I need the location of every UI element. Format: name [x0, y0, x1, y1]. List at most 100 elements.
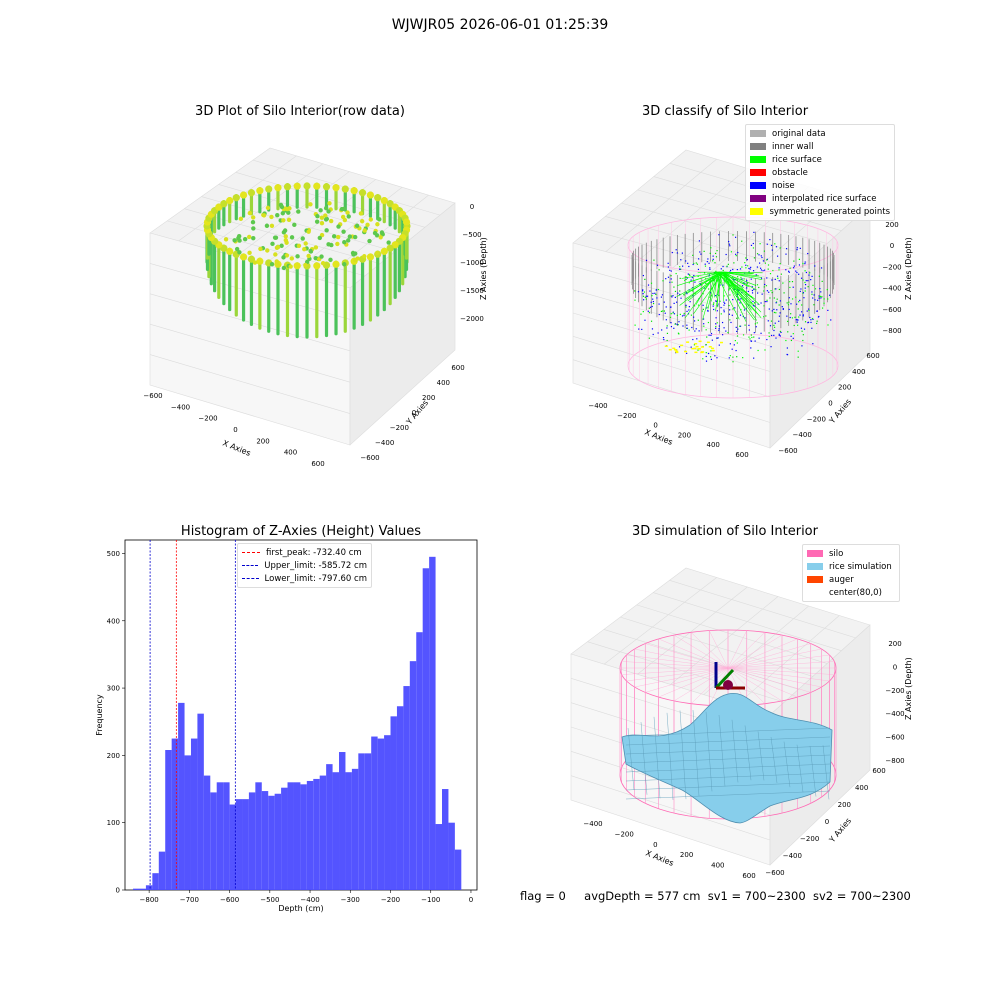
surface-mesh-line [666, 712, 674, 800]
rice-surface-ray [719, 271, 763, 274]
point [775, 301, 778, 303]
point [731, 314, 733, 316]
symmetric-point [711, 347, 715, 350]
raw-z-tick-label: 0 [470, 203, 474, 211]
grid-line [264, 179, 376, 265]
point [750, 244, 753, 246]
point [785, 269, 787, 271]
surface-mesh-line [625, 790, 831, 800]
point [683, 314, 685, 316]
symmetric-point [684, 350, 688, 353]
point [686, 352, 688, 354]
point [675, 249, 677, 251]
point [747, 290, 749, 293]
simulation-y-tick-label: 200 [838, 801, 851, 809]
silo-spoke [727, 667, 822, 688]
point [785, 339, 787, 342]
point [278, 202, 284, 208]
surface-mesh-line [692, 710, 700, 796]
avg-depth-value: avgDepth = 577 cm [584, 889, 701, 903]
point [375, 222, 380, 227]
point [695, 262, 697, 264]
point [745, 264, 747, 266]
point [796, 247, 798, 249]
point [319, 221, 325, 226]
point [759, 262, 761, 264]
point [782, 282, 784, 284]
point [677, 292, 679, 294]
point [329, 242, 334, 248]
symmetric-point [686, 341, 690, 343]
point [251, 226, 256, 231]
point [734, 288, 736, 290]
classify-y-tick-label: −600 [778, 447, 797, 455]
point [704, 263, 706, 265]
point [750, 347, 752, 349]
surface-mesh-line [705, 711, 713, 792]
point [379, 230, 385, 235]
point [707, 309, 709, 312]
point [802, 339, 804, 342]
silo-spoke [727, 667, 811, 693]
point [670, 322, 672, 324]
point [252, 260, 258, 265]
point [797, 356, 799, 358]
point [753, 332, 755, 334]
symmetric-point [672, 347, 676, 350]
simulation-x-tick-label: 200 [680, 851, 693, 859]
surface-mesh-line [653, 716, 661, 799]
point [798, 273, 800, 275]
raw-x-tick-label: −400 [171, 403, 190, 411]
classify-z-label: Z Axies (Depth) [904, 237, 913, 300]
point [665, 278, 667, 280]
point [688, 329, 690, 331]
point [780, 273, 782, 275]
point [793, 260, 795, 262]
simulation-z-tick-label: −600 [885, 734, 904, 742]
point [759, 243, 761, 245]
point [270, 241, 275, 247]
histogram-y-ticks: 0 100 200 300 400 500 [107, 550, 125, 895]
point-cluster [256, 187, 264, 195]
legend-entry: interpolated rice surface [750, 192, 890, 205]
grid-line [637, 586, 748, 675]
point [714, 327, 717, 329]
point [693, 344, 696, 346]
point [250, 215, 256, 220]
point [814, 288, 817, 290]
point [644, 319, 646, 321]
legend-label: auger [829, 574, 854, 585]
point [308, 202, 313, 207]
point [732, 276, 734, 278]
silo-spoke [727, 632, 766, 669]
point [285, 206, 290, 212]
classify-z-tick-label: 200 [885, 221, 898, 229]
point [685, 260, 687, 262]
histogram-bar [364, 753, 372, 890]
classify-z-tick-label: 0 [890, 242, 894, 250]
point [275, 244, 281, 250]
point [234, 246, 240, 252]
point [281, 218, 286, 223]
point [751, 292, 754, 294]
point [764, 283, 766, 286]
legend-entry: noise [750, 179, 890, 192]
point [664, 312, 666, 314]
point [281, 230, 287, 235]
point [336, 234, 341, 240]
point [328, 218, 334, 224]
point [666, 332, 669, 334]
point [818, 296, 821, 298]
point [702, 304, 704, 306]
symmetric-point [675, 350, 679, 353]
point [708, 288, 710, 290]
point [718, 294, 720, 297]
symmetric-point [706, 341, 710, 344]
point-cluster [256, 257, 264, 265]
point [269, 223, 275, 229]
surface-mesh-line [625, 727, 831, 737]
